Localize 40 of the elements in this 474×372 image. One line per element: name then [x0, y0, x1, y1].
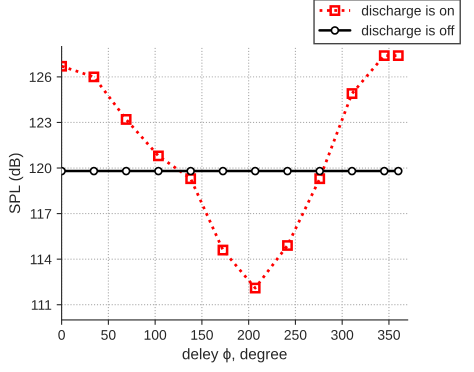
point [88, 71, 100, 82]
point [348, 166, 356, 176]
point [218, 244, 228, 256]
legend-label: discharge is on [362, 5, 454, 18]
point [378, 50, 390, 62]
point [120, 114, 132, 125]
y-axis-title: SPL (dB) [8, 153, 24, 214]
point [185, 173, 196, 184]
y-tick-label: 114 [30, 254, 52, 264]
point [283, 166, 292, 176]
point [186, 166, 195, 176]
y-tick-label: 123 [30, 118, 52, 128]
point [394, 166, 403, 176]
x-tick-label: 0 [58, 330, 65, 340]
y-tick-label: 120 [30, 163, 52, 174]
y-tick-label: 117 [30, 209, 52, 219]
point [250, 282, 261, 294]
legend-label: discharge is off [362, 25, 454, 38]
point [154, 166, 163, 176]
point [152, 150, 164, 162]
y-tick-label: 126 [30, 72, 52, 82]
point [282, 240, 293, 251]
point [90, 166, 98, 176]
x-tick-label: 100 [144, 330, 166, 340]
x-axis-title: deley ϕ, degree [182, 348, 287, 362]
y-tick-label: 111 [32, 300, 52, 310]
x-tick-label: 300 [331, 330, 354, 340]
x-tick-label: 200 [238, 330, 260, 340]
point [392, 50, 404, 62]
point [380, 166, 389, 176]
point [122, 166, 130, 176]
x-tick-label: 150 [191, 330, 213, 340]
point [218, 166, 228, 176]
point [314, 173, 326, 184]
x-tick-label: 250 [284, 330, 306, 340]
x-tick-label: 50 [101, 330, 116, 340]
point [315, 166, 324, 176]
x-tick-label: 350 [378, 330, 400, 340]
point [346, 88, 358, 100]
point [250, 166, 260, 176]
